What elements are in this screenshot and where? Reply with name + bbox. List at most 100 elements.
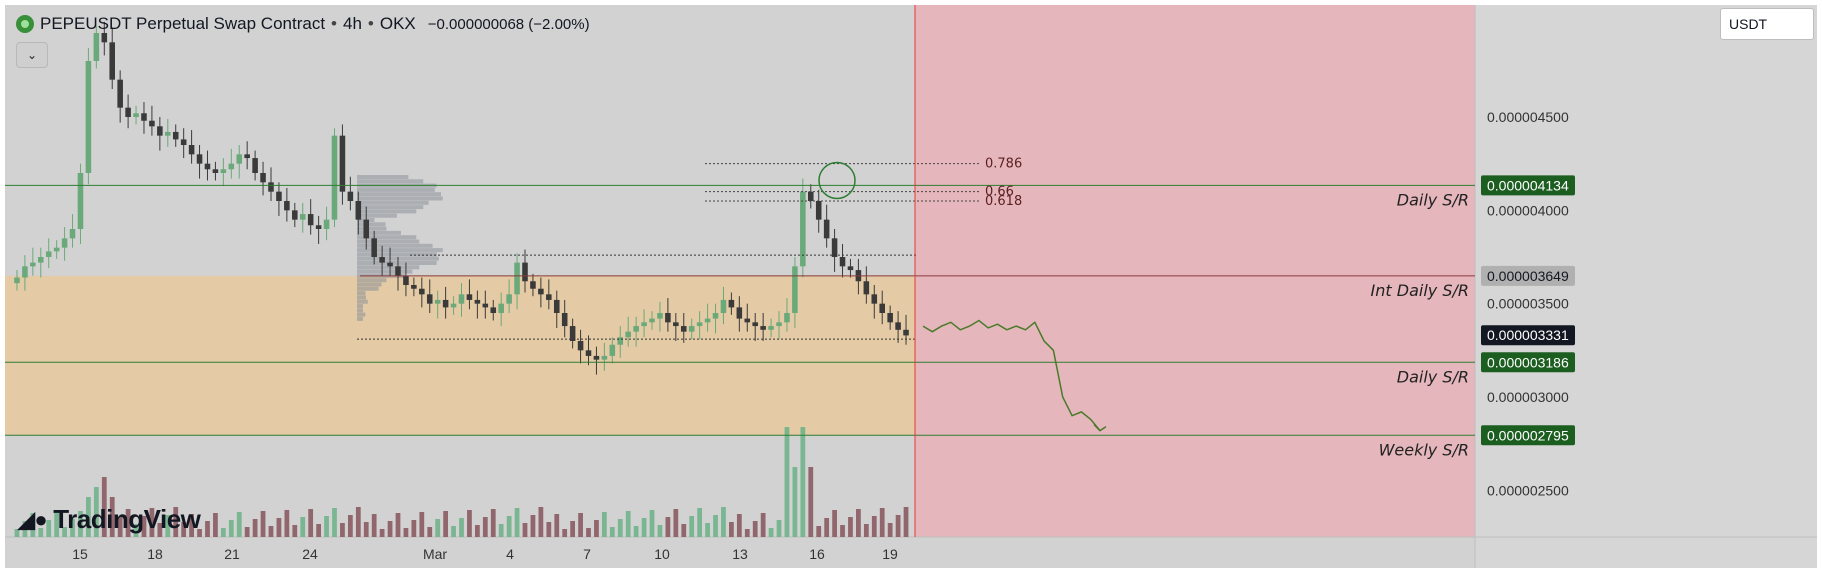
- chevron-down-icon: ⌄: [26, 48, 38, 62]
- candle-body: [101, 33, 108, 43]
- volume-bar: [387, 521, 393, 537]
- volume-bar: [292, 525, 298, 537]
- candle-body: [268, 182, 274, 192]
- candle-body: [165, 131, 171, 136]
- candle-body: [792, 266, 798, 313]
- volume-bar: [808, 467, 814, 537]
- candle-body: [284, 201, 290, 211]
- volume-profile-bar: [357, 226, 387, 231]
- symbol-logo-icon: [16, 15, 34, 33]
- volume-profile-bar: [357, 187, 435, 192]
- price-label-box: [1481, 325, 1575, 346]
- volume-bar: [482, 517, 488, 537]
- symbol-header: PEPEUSDT Perpetual Swap Contract • 4h • …: [16, 12, 590, 36]
- collapse-legend-button[interactable]: ⌄: [16, 42, 48, 68]
- candle-body: [403, 275, 409, 285]
- volume-profile-bar: [357, 205, 424, 210]
- volume-bar: [578, 513, 583, 537]
- price-label: 0.000004134: [1487, 177, 1569, 193]
- x-tick-label: 24: [302, 546, 318, 562]
- x-tick-label: 13: [732, 546, 748, 562]
- candle-body: [633, 326, 639, 332]
- volume-bar: [586, 528, 591, 537]
- y-tick-label: 0.000002500: [1487, 482, 1569, 498]
- volume-bar: [125, 509, 131, 537]
- volume-profile-bar: [357, 243, 433, 248]
- volume-bar: [93, 487, 99, 537]
- candle-body: [30, 262, 36, 267]
- volume-profile-bar: [357, 175, 409, 179]
- volume-bar: [117, 517, 123, 537]
- volume-profile-bar: [357, 265, 420, 270]
- volume-profile-bar: [357, 230, 401, 235]
- candle-body: [252, 158, 258, 173]
- candle-body: [299, 214, 306, 220]
- volume-bar: [236, 512, 242, 537]
- candle-body: [276, 191, 282, 201]
- volume-bar: [879, 508, 885, 537]
- candle-body: [863, 281, 870, 295]
- candle-body: [157, 126, 163, 136]
- volume-bar: [506, 516, 512, 537]
- candle-body: [411, 285, 417, 289]
- volume-bar: [70, 519, 75, 537]
- forecast-path: [922, 319, 1101, 432]
- currency-selector[interactable]: USDT: [1720, 8, 1814, 40]
- candle-body: [458, 294, 465, 304]
- price-label: 0.000003331: [1487, 327, 1569, 343]
- volume-bar: [538, 507, 544, 537]
- x-tick-label: 19: [882, 546, 898, 562]
- candle-body: [363, 219, 370, 239]
- volume-bar: [459, 518, 464, 537]
- candle-body: [442, 299, 449, 308]
- volume-bar: [228, 520, 234, 537]
- volume-bar: [78, 511, 83, 537]
- chart-canvas[interactable]: Daily S/R Int Daily S/R Daily S/R Weekly S/…: [5, 5, 1817, 568]
- candle-body: [688, 326, 695, 332]
- volume-bar: [713, 515, 718, 537]
- volume-profile-bar: [357, 269, 413, 274]
- candle-body: [665, 313, 671, 323]
- candle-body: [831, 238, 838, 257]
- forecast-zone: [915, 5, 1475, 537]
- volume-bar: [863, 524, 869, 537]
- symbol-name[interactable]: PEPEUSDT Perpetual Swap Contract: [40, 14, 326, 33]
- volume-bar: [340, 523, 345, 537]
- volume-bar: [260, 511, 266, 537]
- candle-body: [728, 299, 735, 308]
- volume-bar: [546, 522, 552, 537]
- candle-body: [720, 299, 727, 313]
- candle-body: [823, 219, 830, 239]
- volume-bar: [133, 524, 139, 537]
- candle-body: [847, 266, 854, 271]
- candle-body: [188, 145, 195, 155]
- candle-body: [228, 163, 235, 170]
- candle-body: [490, 307, 497, 313]
- volume-bar: [776, 520, 782, 537]
- volume-bar: [784, 427, 790, 537]
- candle-body: [498, 303, 504, 313]
- interval-label[interactable]: 4h: [343, 14, 362, 33]
- volume-bar: [514, 508, 520, 537]
- sr-label: Weekly S/R: [1379, 440, 1469, 459]
- candle-body: [204, 163, 211, 170]
- volume-profile-bar: [357, 278, 387, 283]
- volume-profile-bar: [357, 200, 429, 205]
- tradingview-logo: ◢● TradingView: [18, 504, 201, 535]
- candle-body: [69, 229, 76, 239]
- candle-body: [45, 251, 52, 257]
- candle-body: [736, 307, 743, 319]
- separator-dot: •: [331, 14, 337, 33]
- x-tick-label: 21: [224, 546, 240, 562]
- volume-profile-bar: [357, 252, 437, 257]
- tradingview-logo-icon: ◢●: [18, 506, 48, 532]
- volume-profile-bar: [357, 291, 366, 296]
- volume-bar: [22, 521, 28, 537]
- candle-body: [426, 294, 433, 304]
- candle-body: [538, 288, 544, 295]
- candle-body: [680, 326, 687, 332]
- volume-profile-bar: [357, 295, 366, 300]
- volume-bar: [205, 521, 210, 537]
- volume-bar: [213, 513, 218, 537]
- candle-body: [125, 107, 131, 117]
